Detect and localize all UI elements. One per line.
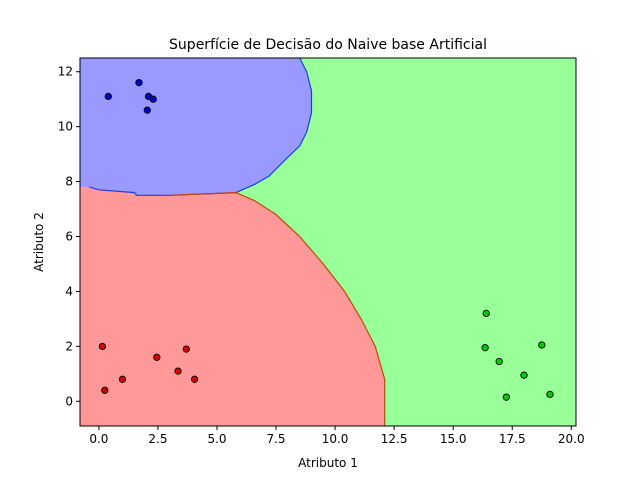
- chart-title: Superfície de Decisão do Naive base Arti…: [169, 37, 487, 53]
- point-red-3: [118, 375, 127, 383]
- x-ticks: 0.0 2.5 5.0 7.5 10.0 12.5 15.0 17.5 20.0: [89, 426, 585, 446]
- boundary-red: [169, 191, 386, 426]
- x-tick-label: 7.5: [266, 432, 285, 446]
- point-red-2: [101, 386, 109, 394]
- point-green-5: [520, 371, 528, 379]
- axes-frame: [79, 57, 577, 427]
- y-axis-label: Atributo 2: [32, 212, 46, 272]
- y-ticks: 0 2 4 6 8 10 12: [58, 65, 80, 408]
- x-tick-label: 10.0: [322, 432, 349, 446]
- point-red-6: [182, 345, 190, 353]
- y-tick-label: 2: [65, 339, 73, 353]
- point-red-4: [153, 353, 161, 361]
- point-blue-5: [143, 106, 151, 114]
- point-red-5: [174, 367, 182, 375]
- point-blue-4: [149, 95, 157, 103]
- point-green-7: [546, 390, 554, 399]
- x-tick-label: 2.5: [148, 432, 167, 446]
- point-blue-2: [135, 79, 143, 87]
- region-blue: [80, 58, 312, 196]
- x-tick-label: 20.0: [558, 432, 585, 446]
- point-green-3: [495, 357, 503, 366]
- boundary-blue: [89, 57, 313, 196]
- x-tick-label: 0.0: [89, 432, 108, 446]
- y-tick-label: 12: [58, 65, 73, 79]
- point-red-1: [98, 342, 107, 351]
- axes: 0.0 2.5 5.0 7.5 10.0 12.5 15.0 17.5 20.0 0 2 4 6 8 10…: [58, 57, 585, 446]
- point-green-6: [538, 341, 546, 349]
- x-axis-label: Atributo 1: [298, 456, 358, 470]
- scatter-points: [98, 79, 554, 401]
- point-red-7: [190, 375, 199, 383]
- y-tick-label: 6: [65, 230, 73, 244]
- y-tick-label: 8: [65, 175, 73, 189]
- x-tick-label: 5.0: [207, 432, 226, 446]
- x-tick-label: 15.0: [440, 432, 467, 446]
- x-tick-label: 12.5: [381, 432, 408, 446]
- point-blue-1: [104, 92, 112, 101]
- y-tick-label: 4: [65, 284, 73, 298]
- plot-area: [80, 57, 576, 426]
- y-tick-label: 0: [65, 394, 73, 408]
- point-green-1: [482, 309, 490, 318]
- x-tick-label: 17.5: [499, 432, 526, 446]
- point-green-2: [481, 344, 489, 352]
- point-green-4: [502, 393, 510, 401]
- y-tick-label: 10: [58, 120, 73, 134]
